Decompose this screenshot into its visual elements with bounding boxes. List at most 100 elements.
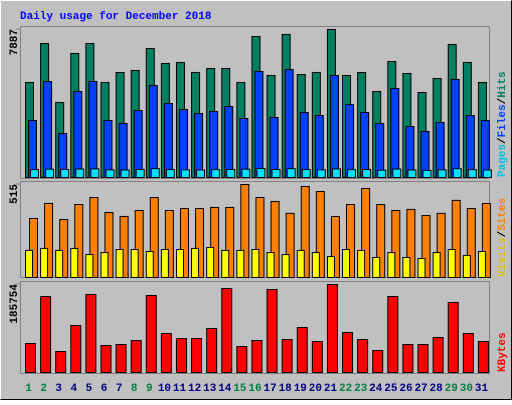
bar [436,212,446,278]
bar [118,122,128,179]
bar [196,169,206,178]
legend: Pages/Files/Hits [497,71,509,177]
bar [165,169,175,179]
bar [315,191,325,279]
bar [221,287,233,374]
bar [130,249,139,278]
x-tick-label: 27 [414,383,427,395]
bar [357,338,369,373]
bar [115,343,127,374]
bar [299,111,309,178]
bar [480,119,490,178]
bar [271,168,281,179]
bar [160,332,172,374]
bar [209,110,219,178]
x-tick-label: 9 [146,383,153,395]
bar [211,169,221,179]
x-tick-label: 5 [86,383,93,395]
bar [421,215,431,278]
bar [180,169,190,178]
bar [210,206,220,278]
bar [375,122,385,179]
bar [331,168,341,178]
bar [462,254,471,279]
legend-entry: Sites [497,198,509,231]
bar [256,167,266,178]
bar [391,210,401,279]
bar [221,249,230,279]
x-tick-label: 24 [369,383,383,395]
bar [164,210,174,279]
bar [206,327,218,373]
legend-entry: Files [497,104,509,137]
bar [175,337,187,373]
bar [296,326,308,374]
bar [148,84,158,178]
bar [465,114,475,179]
bar [447,301,459,373]
bar [452,168,462,178]
bar [45,168,55,179]
bar [163,102,173,178]
bar [285,212,295,278]
bar [482,169,492,178]
bar [286,168,296,178]
bar [130,339,142,373]
bar [254,70,264,178]
bar [314,114,324,179]
bar [296,249,305,279]
bar [281,254,290,279]
bar [417,343,429,374]
bar [402,256,411,279]
bar [191,247,200,278]
bar [194,112,204,178]
bar [104,211,114,279]
bar [255,197,265,278]
bar [447,249,456,278]
legend-separator: / [497,137,509,144]
bar [462,332,474,374]
bar [360,111,370,178]
bar [89,197,99,278]
bar [70,324,82,374]
legend-entry: Pages [497,144,509,177]
bar [269,116,279,178]
bar [466,208,476,278]
bar [239,117,249,178]
x-tick-label: 14 [218,383,232,395]
bar [342,249,351,278]
bar [73,90,83,178]
bar [402,343,414,374]
bar [432,252,441,278]
bar [75,168,85,178]
bar [407,169,417,178]
bar [195,208,205,278]
bar [59,219,69,278]
bar [241,168,251,179]
bar [481,202,491,278]
bar [29,217,38,278]
chart-title: Daily usage for December 2018 [20,11,212,23]
bar [100,344,112,373]
bar [477,340,489,373]
bar [240,184,250,278]
bar [437,169,447,178]
bar [477,250,486,278]
bar [417,258,426,279]
bar [224,105,234,178]
bar [145,250,154,278]
bar [191,337,203,373]
bar [362,168,372,179]
x-tick-label: 26 [399,383,412,395]
bar [119,215,129,278]
legend-entry: Visits [497,237,509,277]
bar [160,249,169,278]
bar [225,206,235,278]
y-tick-label: 515 [9,184,21,204]
legend-entry: Hits [497,71,509,97]
bar [175,249,184,278]
bar [432,336,444,374]
x-tick-label: 2 [40,383,47,395]
